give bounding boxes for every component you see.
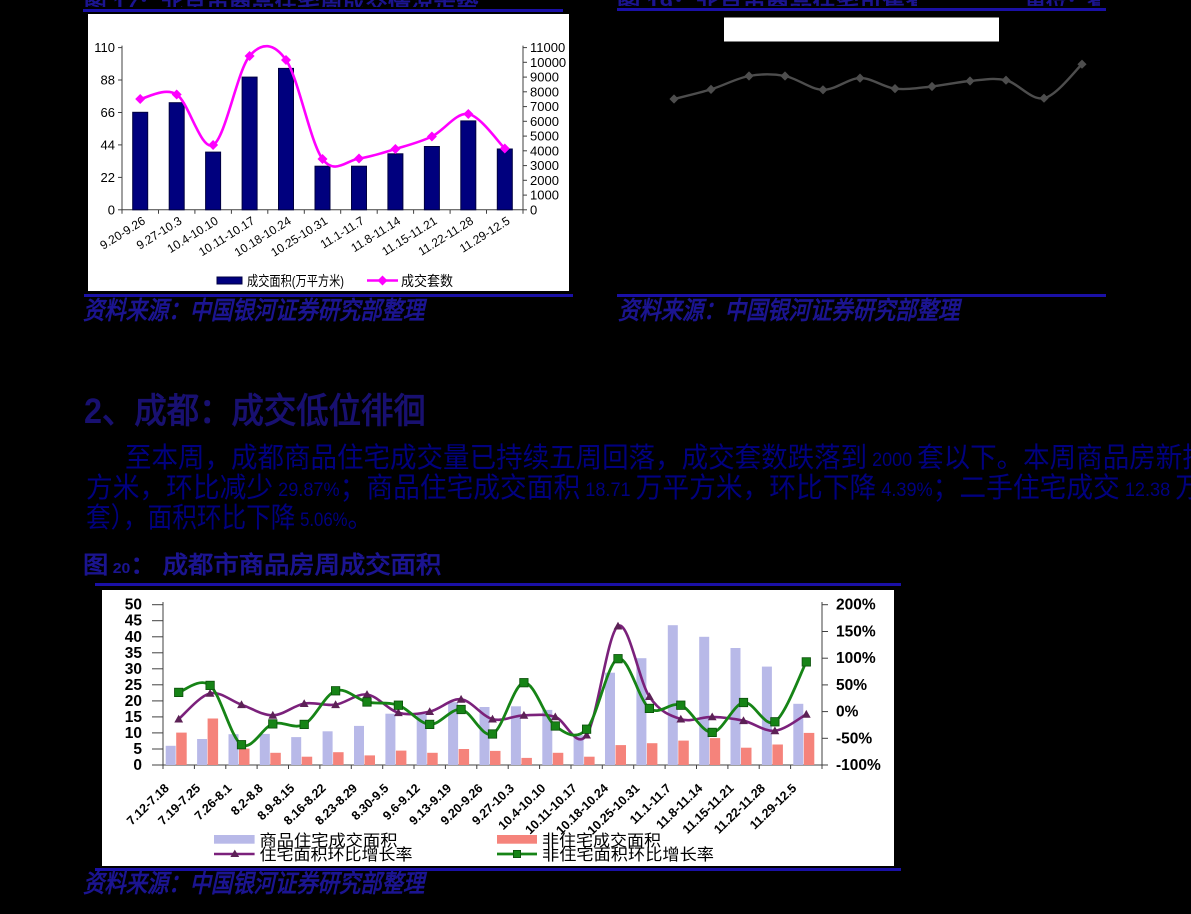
svg-text:成交套数: 成交套数 bbox=[401, 273, 453, 289]
svg-text:25: 25 bbox=[125, 677, 143, 694]
svg-text:0: 0 bbox=[530, 202, 537, 217]
svg-text:0: 0 bbox=[133, 757, 142, 774]
svg-text:非住宅成交面积: 非住宅成交面积 bbox=[542, 832, 661, 850]
svg-text:20: 20 bbox=[125, 693, 142, 710]
svg-text:2000: 2000 bbox=[530, 173, 559, 188]
svg-text:30: 30 bbox=[125, 661, 142, 678]
svg-text:6000: 6000 bbox=[530, 114, 559, 129]
svg-text:35: 35 bbox=[125, 645, 143, 662]
svg-text:110: 110 bbox=[94, 40, 115, 55]
svg-text:11000: 11000 bbox=[530, 40, 565, 55]
svg-text:7000: 7000 bbox=[530, 99, 559, 114]
svg-text:50: 50 bbox=[125, 597, 142, 614]
svg-text:150%: 150% bbox=[836, 624, 876, 641]
svg-text:9000: 9000 bbox=[530, 70, 559, 85]
svg-text:5: 5 bbox=[133, 741, 142, 758]
svg-text:商品住宅成交面积: 商品住宅成交面积 bbox=[260, 832, 398, 850]
svg-text:5000: 5000 bbox=[530, 129, 559, 144]
svg-text:15: 15 bbox=[125, 709, 143, 726]
svg-text:200%: 200% bbox=[836, 597, 876, 614]
svg-text:0: 0 bbox=[108, 202, 115, 217]
svg-text:3000: 3000 bbox=[530, 158, 559, 173]
svg-text:-100%: -100% bbox=[836, 757, 881, 774]
svg-text:10: 10 bbox=[125, 725, 142, 742]
svg-text:1000: 1000 bbox=[530, 188, 559, 203]
svg-text:0%: 0% bbox=[836, 704, 859, 721]
svg-text:40: 40 bbox=[125, 629, 142, 646]
svg-text:10000: 10000 bbox=[530, 55, 566, 70]
svg-text:45: 45 bbox=[125, 613, 143, 630]
svg-text:成交面积(万平方米): 成交面积(万平方米) bbox=[247, 273, 344, 289]
svg-text:住宅面积环比增长率: 住宅面积环比增长率 bbox=[260, 846, 413, 864]
svg-text:50%: 50% bbox=[836, 677, 867, 694]
svg-text:44: 44 bbox=[101, 137, 115, 152]
svg-text:88: 88 bbox=[101, 73, 115, 88]
svg-text:-50%: -50% bbox=[836, 730, 872, 747]
svg-text:8000: 8000 bbox=[530, 84, 559, 99]
svg-text:4000: 4000 bbox=[530, 143, 559, 158]
svg-text:22: 22 bbox=[101, 170, 115, 185]
svg-text:100%: 100% bbox=[836, 650, 876, 667]
svg-text:66: 66 bbox=[101, 105, 115, 120]
svg-text:非住宅面积环比增长率: 非住宅面积环比增长率 bbox=[542, 846, 714, 864]
